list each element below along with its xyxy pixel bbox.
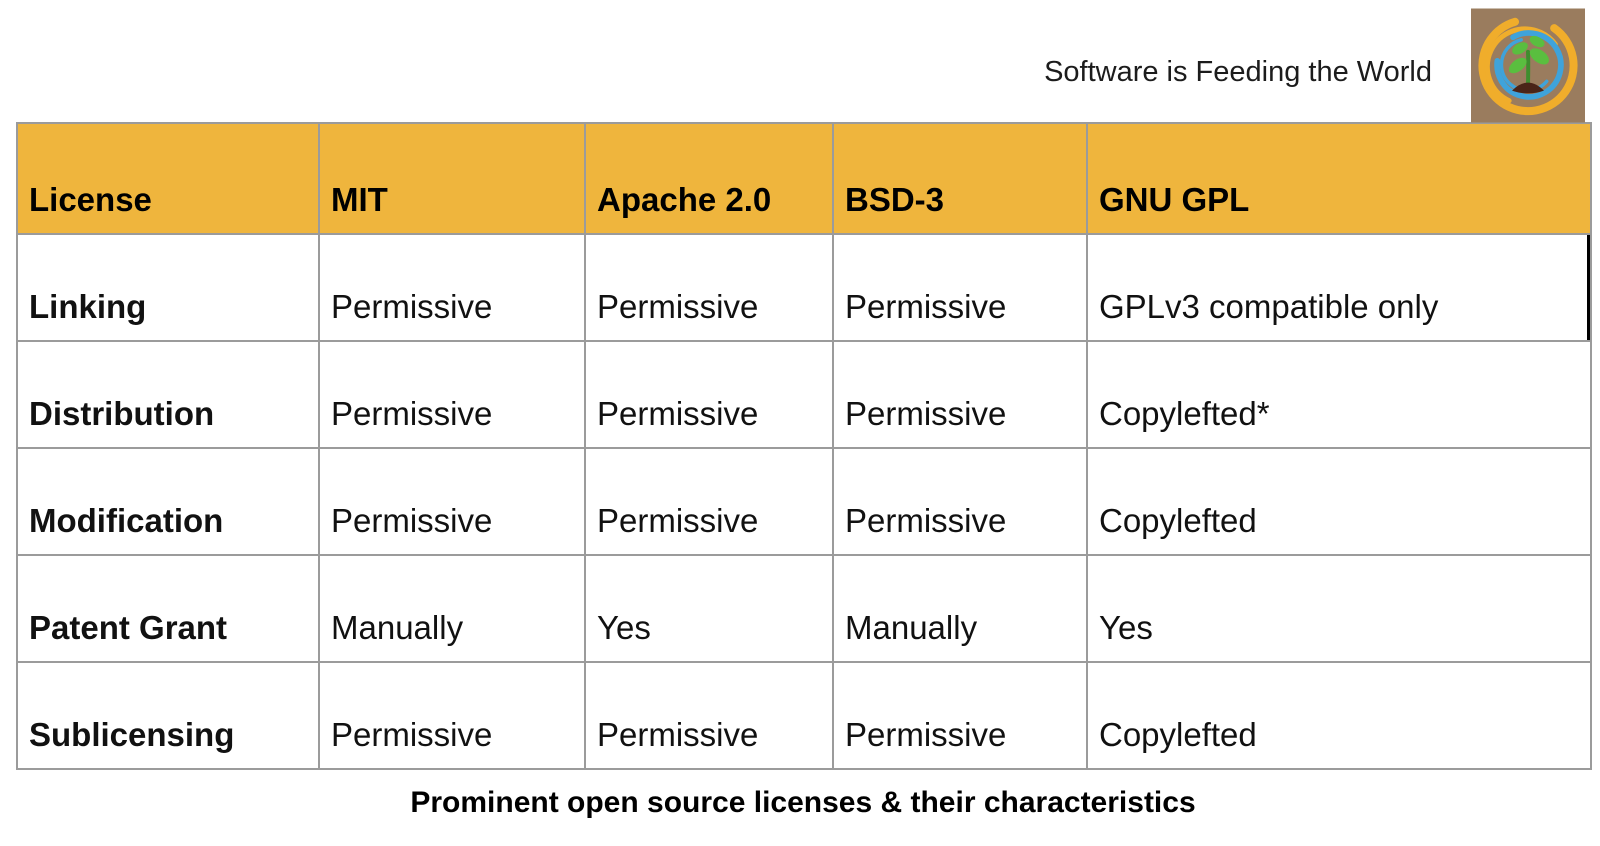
cell-linking-bsd3: Permissive [832, 233, 1088, 342]
table-row-linking: Linking Permissive Permissive Permissive… [16, 233, 1592, 342]
cell-distribution-gpl: Copylefted* [1086, 340, 1592, 449]
row-label-sublicensing: Sublicensing [16, 661, 320, 770]
header-row: License MIT Apache 2.0 BSD-3 GNU GPL [16, 122, 1592, 235]
cell-sublicensing-mit: Permissive [318, 661, 586, 770]
row-label-linking: Linking [16, 233, 320, 342]
table-caption: Prominent open source licenses & their c… [410, 786, 1196, 819]
cell-modification-apache: Permissive [584, 447, 834, 556]
license-comparison-table: License MIT Apache 2.0 BSD-3 GNU GPL Lin… [16, 122, 1592, 770]
company-logo [1471, 8, 1585, 123]
table-row-patent-grant: Patent Grant Manually Yes Manually Yes [16, 554, 1592, 663]
cell-linking-mit: Permissive [318, 233, 586, 342]
cell-distribution-apache: Permissive [584, 340, 834, 449]
cell-modification-mit: Permissive [318, 447, 586, 556]
cell-linking-gpl: GPLv3 compatible only [1086, 233, 1592, 342]
column-header-bsd3: BSD-3 [832, 122, 1088, 235]
cell-linking-apache: Permissive [584, 233, 834, 342]
column-header-gnu-gpl: GNU GPL [1086, 122, 1592, 235]
cell-distribution-mit: Permissive [318, 340, 586, 449]
cell-linking-gpl-text: GPLv3 compatible only [1099, 288, 1439, 326]
row-label-patent-grant: Patent Grant [16, 554, 320, 663]
cell-patent-bsd3: Manually [832, 554, 1088, 663]
cell-patent-mit: Manually [318, 554, 586, 663]
cell-sublicensing-apache: Permissive [584, 661, 834, 770]
cell-distribution-bsd3: Permissive [832, 340, 1088, 449]
cell-patent-apache: Yes [584, 554, 834, 663]
row-label-modification: Modification [16, 447, 320, 556]
column-header-license: License [16, 122, 320, 235]
cell-sublicensing-gpl: Copylefted [1086, 661, 1592, 770]
text-cursor [1587, 236, 1589, 339]
cell-modification-gpl: Copylefted [1086, 447, 1592, 556]
cell-sublicensing-bsd3: Permissive [832, 661, 1088, 770]
table-row-sublicensing: Sublicensing Permissive Permissive Permi… [16, 661, 1592, 770]
sprout-swirl-icon [1471, 8, 1585, 123]
tagline-text: Software is Feeding the World [1044, 56, 1432, 88]
column-header-apache: Apache 2.0 [584, 122, 834, 235]
cell-modification-bsd3: Permissive [832, 447, 1088, 556]
row-label-distribution: Distribution [16, 340, 320, 449]
cell-patent-gpl: Yes [1086, 554, 1592, 663]
table-row-modification: Modification Permissive Permissive Permi… [16, 447, 1592, 556]
column-header-mit: MIT [318, 122, 586, 235]
table-row-distribution: Distribution Permissive Permissive Permi… [16, 340, 1592, 449]
